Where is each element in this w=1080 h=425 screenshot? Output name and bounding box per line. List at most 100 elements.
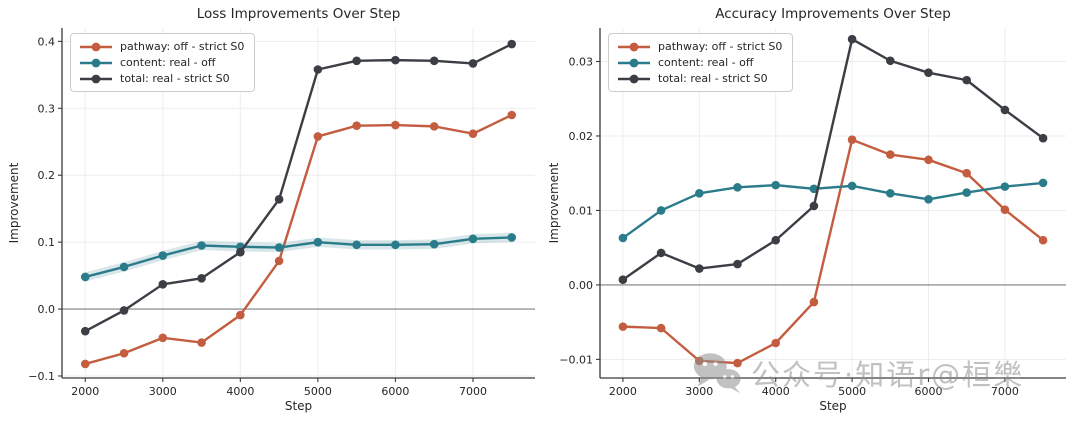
y-axis-label: Improvement: [547, 162, 561, 244]
data-point: [962, 75, 971, 85]
legend-dot: [91, 74, 101, 83]
legend-label: pathway: off - strict S0: [120, 40, 245, 53]
legend-marker-content: [80, 58, 112, 67]
legend-item-total: total: real - strict S0: [617, 72, 782, 85]
data-point: [274, 195, 284, 204]
chart-title: Loss Improvements Over Step: [196, 6, 401, 22]
data-point: [885, 56, 895, 66]
data-point: [468, 234, 478, 244]
legend-marker-pathway: [618, 42, 650, 51]
y-tick-label: 0.00: [569, 279, 594, 292]
data-point: [313, 65, 323, 74]
x-tick-label: 6000: [381, 385, 409, 398]
data-point: [656, 206, 666, 215]
data-point: [771, 338, 781, 348]
y-axis-label: Improvement: [7, 162, 21, 244]
data-point: [733, 183, 742, 192]
legend-label: content: real - off: [120, 56, 216, 69]
legend: pathway: off - strict S0 content: real - …: [70, 33, 256, 92]
x-tick-label: 3000: [149, 385, 177, 398]
data-point: [391, 240, 400, 250]
legend-marker-total: [618, 74, 650, 83]
data-point: [1038, 178, 1048, 188]
legend-item-content: content: real - off: [79, 56, 244, 69]
data-point: [119, 348, 129, 358]
data-point: [618, 275, 628, 285]
data-point: [236, 247, 245, 257]
data-point: [197, 338, 206, 347]
data-point: [313, 132, 323, 141]
data-point: [391, 120, 400, 130]
data-point: [847, 34, 857, 44]
data-point: [1038, 235, 1048, 245]
data-point: [468, 129, 478, 139]
series-line-pathway: [84, 113, 513, 366]
data-point: [695, 264, 704, 273]
data-point: [468, 59, 478, 68]
legend-marker-content: [618, 58, 650, 67]
y-tick-label: −0.01: [559, 353, 593, 366]
data-point: [695, 356, 704, 366]
y-tick-label: 0.02: [569, 130, 594, 143]
legend: pathway: off - strict S0 content: real - …: [608, 33, 794, 92]
x-tick-label: 3000: [685, 385, 713, 398]
data-point: [391, 55, 400, 65]
data-point: [962, 168, 971, 178]
data-point: [236, 310, 245, 320]
series-line-total: [84, 42, 513, 333]
data-point: [80, 359, 90, 369]
data-point: [80, 326, 90, 336]
data-point: [809, 201, 819, 211]
data-point: [1000, 205, 1010, 215]
y-tick-label: −0.1: [28, 370, 55, 383]
x-tick-label: 4000: [226, 385, 254, 398]
data-point: [924, 68, 933, 77]
data-point: [733, 358, 742, 368]
data-point: [847, 181, 857, 191]
legend-item-total: total: real - strict S0: [79, 72, 244, 85]
data-point: [618, 322, 628, 331]
data-point: [885, 150, 895, 159]
chart-loss: 2000 3000 4000 5000 6000 7000 −0.1 0.0 0.1 0.2 0.3…: [7, 6, 535, 413]
data-point: [695, 189, 704, 198]
data-point: [507, 110, 517, 120]
data-point: [771, 235, 781, 245]
series-line-content: [84, 236, 513, 279]
data-point: [313, 237, 323, 247]
legend-label: total: real - strict S0: [120, 72, 230, 85]
data-point: [507, 233, 517, 242]
chart-title: Accuracy Improvements Over Step: [715, 6, 951, 22]
data-point: [158, 280, 168, 289]
legend-label: content: real - off: [658, 56, 754, 69]
y-tick-label: 0.0: [38, 303, 56, 316]
legend-dot: [629, 42, 639, 51]
y-tick-label: 0.3: [38, 102, 56, 115]
x-tick-label: 7000: [459, 385, 487, 398]
data-point: [847, 135, 857, 145]
data-point: [1038, 133, 1048, 143]
legend-dot: [91, 42, 101, 51]
data-point: [197, 273, 206, 283]
data-point: [809, 184, 819, 194]
legend-marker-pathway: [80, 42, 112, 51]
data-point: [733, 259, 742, 269]
legend-marker-total: [80, 74, 112, 83]
data-point: [1000, 182, 1010, 191]
confidence-band-content: [85, 232, 512, 282]
legend-dot: [629, 74, 639, 83]
data-point: [352, 121, 361, 131]
y-tick-label: 0.03: [569, 56, 594, 69]
data-point: [885, 189, 895, 198]
plot-area: 2000 3000 4000 5000 6000 7000 −0.01 0.00 0.01 0.0…: [559, 28, 1066, 398]
data-point: [429, 122, 439, 131]
data-point: [274, 256, 284, 266]
data-point: [1000, 105, 1010, 115]
y-tick-label: 0.4: [38, 35, 56, 48]
data-point: [119, 262, 129, 272]
x-tick-label: 4000: [762, 385, 790, 398]
series-line-total: [621, 37, 1045, 281]
x-tick-label: 5000: [838, 385, 866, 398]
data-point: [429, 239, 439, 249]
data-point: [274, 243, 284, 252]
x-axis-label: Step: [284, 399, 313, 413]
